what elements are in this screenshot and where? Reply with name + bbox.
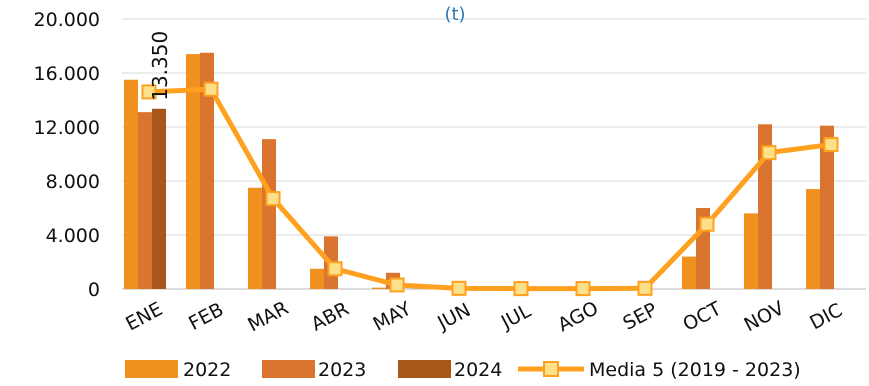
legend-swatch <box>125 360 178 378</box>
x-tick-label: MAR <box>244 297 292 336</box>
bar-2022-OCT <box>682 256 696 289</box>
y-axis-ticks: 0 4.000 8.000 12.000 16.000 20.000 <box>34 9 100 301</box>
x-tick-label: AGO <box>554 297 602 336</box>
y-tick-label: 16.000 <box>34 63 100 85</box>
bar-2024-ENE <box>152 108 166 290</box>
x-tick-label: DIC <box>806 299 846 334</box>
average-line <box>141 81 839 297</box>
line-series-media <box>148 86 832 292</box>
bar-2022-MAY <box>372 287 386 289</box>
line-point-FEB <box>203 81 219 97</box>
line-point-JUN <box>451 280 467 296</box>
x-tick-label: FEB <box>185 299 227 335</box>
bar-2022-ENE <box>124 79 138 289</box>
line-point-AGO <box>575 281 591 297</box>
line-point-ABR <box>327 261 343 277</box>
bar-2022-FEB <box>186 54 200 289</box>
y-tick-label: 8.000 <box>46 171 100 193</box>
line-point-SEP <box>637 280 653 296</box>
data-label: 13.350 <box>148 31 172 101</box>
bars <box>124 52 834 290</box>
legend-swatch <box>262 360 315 378</box>
legend: 2022 2023 2024 Media 5 (2019 - 2023) <box>125 359 801 381</box>
x-tick-label: OCT <box>679 297 725 335</box>
line-point-OCT <box>699 216 715 232</box>
line-point-JUL <box>513 281 529 297</box>
data-labels: 13.350 <box>148 31 172 101</box>
line-point-ENE <box>141 84 157 100</box>
y-tick-label: 4.000 <box>46 225 100 247</box>
y-tick-label: 20.000 <box>34 9 100 31</box>
y-tick-label: 12.000 <box>34 117 100 139</box>
bar-2022-NOV <box>744 213 758 289</box>
bar-2023-DIC <box>820 125 834 290</box>
grid-lines <box>122 18 866 290</box>
legend-label: 2022 <box>183 359 231 381</box>
x-tick-label: MAY <box>370 298 416 336</box>
bar-2023-ENE <box>138 112 152 290</box>
legend-item-2024: 2024 <box>398 359 502 381</box>
line-point-MAR <box>265 191 281 207</box>
legend-swatch <box>398 360 451 378</box>
x-tick-label: SEP <box>619 299 661 335</box>
x-axis-ticks: ENE FEB MAR ABR MAY JUN JUL AGO SEP OCT NOV DIC <box>122 297 846 336</box>
legend-item-media: Media 5 (2019 - 2023) <box>518 359 801 381</box>
bar-2022-MAR <box>248 187 262 289</box>
legend-item-2023: 2023 <box>262 359 366 381</box>
y-tick-label: 0 <box>88 279 100 301</box>
legend-item-2022: 2022 <box>125 359 231 381</box>
bar-2022-ABR <box>310 268 324 289</box>
x-tick-label: ENE <box>122 298 166 335</box>
legend-label: 2024 <box>454 359 502 381</box>
line-point-MAY <box>389 277 405 293</box>
x-tick-label: JUN <box>433 299 474 335</box>
x-tick-label: JUL <box>497 300 535 334</box>
legend-marker <box>543 361 559 377</box>
chart-title: (t) <box>444 4 465 25</box>
legend-label: 2023 <box>318 359 366 381</box>
x-tick-label: ABR <box>308 298 353 336</box>
line-point-NOV <box>761 145 777 161</box>
bar-2023-MAR <box>262 139 276 289</box>
bar-2023-FEB <box>200 52 214 289</box>
line-point-DIC <box>823 137 839 153</box>
bar-2023-NOV <box>758 124 772 289</box>
bar-2022-DIC <box>806 189 820 289</box>
legend-label: Media 5 (2019 - 2023) <box>589 359 801 381</box>
x-tick-label: NOV <box>741 297 788 336</box>
